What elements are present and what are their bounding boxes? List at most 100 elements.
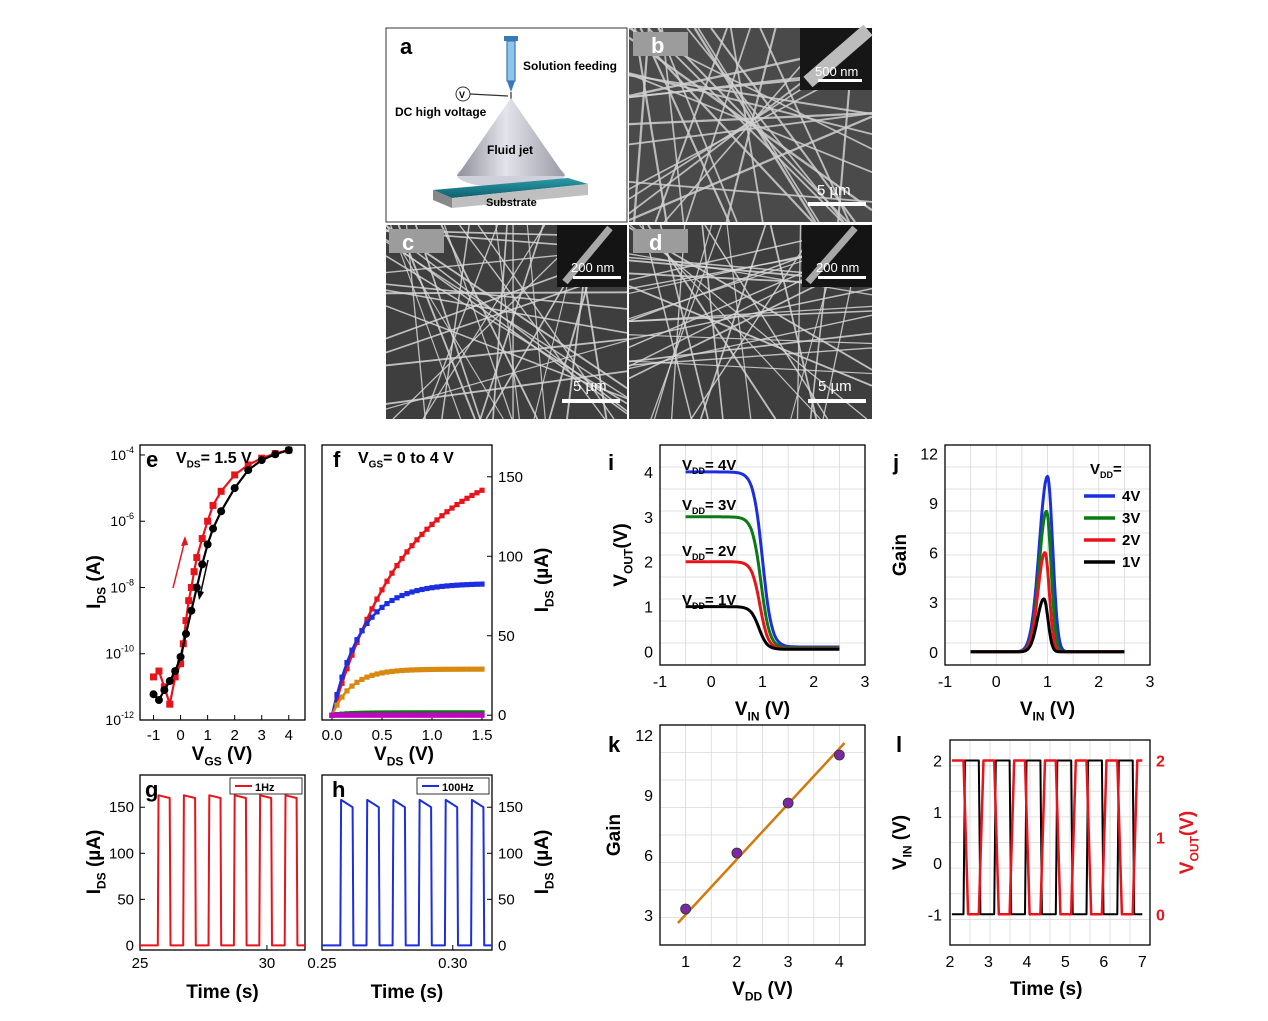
nanofiber <box>628 314 873 370</box>
y-axis-label: IDS (A) <box>84 555 108 609</box>
series-line <box>140 794 305 947</box>
y-tick-label: 150 <box>498 469 523 486</box>
nanofiber <box>628 360 873 375</box>
data-point <box>364 712 370 718</box>
data-point <box>217 487 225 495</box>
nanofiber <box>726 224 752 420</box>
y-axis-label: IDS (µA) <box>532 830 556 895</box>
y-tick-label: 3 <box>644 908 653 925</box>
y-tick-label: 0 <box>929 645 938 662</box>
data-point <box>419 712 425 718</box>
data-point <box>424 585 430 592</box>
y-tick-label: 100 <box>498 548 523 565</box>
nanofiber <box>385 370 628 405</box>
data-point <box>464 666 470 672</box>
x-tick-label: 7 <box>1138 954 1147 971</box>
data-point <box>444 509 450 515</box>
plot-frame <box>139 774 306 951</box>
data-point <box>479 581 485 587</box>
data-point <box>203 540 212 549</box>
data-point <box>449 505 455 511</box>
inset-scalebar-b <box>818 79 862 82</box>
x-tick-label: 2 <box>732 954 741 971</box>
solution-feeding-label: Solution feeding <box>523 59 617 73</box>
output-series <box>951 759 1143 916</box>
y-tick-label: 0 <box>644 645 653 662</box>
x-tick-label: 3 <box>984 954 993 971</box>
data-point <box>469 666 475 672</box>
y-tick-label: -1 <box>928 907 942 924</box>
data-point <box>344 666 350 672</box>
chart-h: 0.25 0.30 0 50 100 150 100Hz Time (s) h IDS (µA) <box>307 774 556 1003</box>
data-point <box>439 712 445 718</box>
data-point <box>271 450 280 459</box>
data-point <box>349 712 355 718</box>
data-point <box>185 597 193 605</box>
data-point <box>244 466 253 475</box>
inset-fiber-c <box>562 225 613 285</box>
data-point <box>429 521 435 528</box>
data-point <box>339 694 345 700</box>
data-point <box>354 679 360 685</box>
series-line <box>330 667 482 716</box>
y-tick-label: 150 <box>109 799 134 816</box>
scale-label-b: 5 µm <box>817 182 851 199</box>
data-point <box>384 712 390 718</box>
legend-title: VDD= <box>1090 461 1122 480</box>
data-point <box>459 712 465 718</box>
data-point <box>374 712 380 718</box>
nanofiber <box>459 224 606 420</box>
data-point <box>176 652 185 661</box>
nanofiber <box>769 224 818 420</box>
data-point <box>359 628 365 634</box>
data-point <box>257 456 266 465</box>
x-tick-label: 0.5 <box>372 727 393 744</box>
nanofiber <box>654 27 728 223</box>
data-point <box>384 669 390 675</box>
data-point <box>404 712 410 718</box>
data-point <box>454 582 460 588</box>
data-point <box>464 712 470 718</box>
y-tick-label: 1 <box>933 805 942 822</box>
nanofiber <box>796 224 802 420</box>
nanofiber <box>670 224 686 420</box>
nanofiber <box>385 338 628 367</box>
data-point <box>334 692 340 698</box>
y2-tick-label: 1 <box>1156 830 1165 847</box>
nanofiber <box>630 27 814 223</box>
plot-frame <box>944 444 1151 666</box>
curve-label: VDD= 4V <box>682 457 736 476</box>
nanofiber <box>422 224 546 420</box>
nanofiber <box>385 224 504 420</box>
y-tick-label: 50 <box>117 891 134 908</box>
panel-l-letter: l <box>896 732 902 757</box>
curve-label: VDD= 3V <box>682 497 736 516</box>
nanofiber <box>650 224 722 420</box>
y-tick-label: 6 <box>644 848 653 865</box>
legend-label: 100Hz <box>442 782 474 794</box>
nanofiber <box>628 285 873 387</box>
plot-frame <box>949 739 1151 946</box>
curve-label: VDD= 2V <box>682 543 736 562</box>
data-point <box>469 581 475 588</box>
data-point <box>374 596 380 602</box>
nanofiber <box>385 255 628 405</box>
x-axis-label: Time (s) <box>371 982 444 1003</box>
data-point <box>209 501 217 509</box>
data-point <box>444 583 450 589</box>
sweep-arrow-down <box>199 559 209 597</box>
y-tick-label: 50 <box>498 628 515 645</box>
substrate-side <box>433 190 452 208</box>
data-point <box>389 668 395 675</box>
data-point <box>459 582 465 588</box>
x-tick-label: -1 <box>147 727 160 744</box>
data-point <box>349 683 355 689</box>
nanofiber <box>704 224 829 420</box>
nanofiber <box>628 74 873 115</box>
data-point <box>449 582 455 589</box>
inset-scale-b: 500 nm <box>815 64 858 79</box>
chart-e: -1 0 1 2 3 4 10-12 10-10 10-8 10-6 10-4 e VDS= 1.5 V… <box>84 444 306 768</box>
data-point <box>334 712 340 718</box>
y-tick-label: 2 <box>644 555 653 572</box>
nanofiber <box>443 224 513 420</box>
